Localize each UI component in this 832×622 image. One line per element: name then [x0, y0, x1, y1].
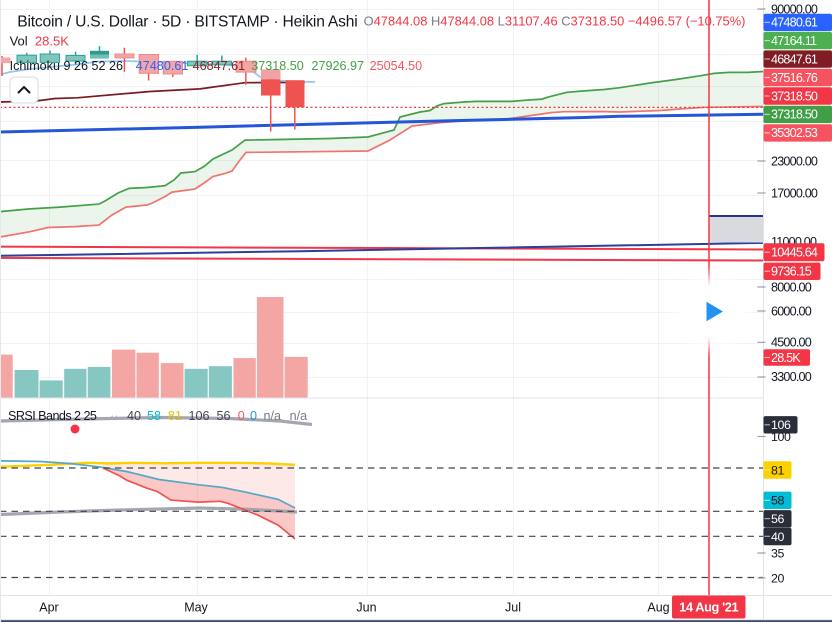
svg-text:56: 56	[217, 409, 231, 423]
svg-text:0: 0	[250, 409, 257, 423]
svg-text:17000.00: 17000.00	[771, 186, 818, 200]
svg-text:23000.00: 23000.00	[771, 154, 818, 168]
svg-text:Bitcoin / U.S. Dollar · 5D · B: Bitcoin / U.S. Dollar · 5D · BITSTAMP · …	[17, 14, 357, 31]
svg-text:58: 58	[771, 494, 784, 508]
svg-text:··: ··	[110, 409, 118, 423]
svg-text:35: 35	[771, 546, 784, 560]
svg-text:37516.76: 37516.76	[771, 71, 818, 85]
svg-text:Ichimoku 9 26 52 26: Ichimoku 9 26 52 26	[10, 59, 123, 73]
svg-text:37318.50: 37318.50	[771, 89, 818, 103]
svg-text:47480.61: 47480.61	[136, 59, 189, 73]
svg-text:100: 100	[771, 430, 791, 444]
svg-text:8000.00: 8000.00	[771, 280, 812, 294]
svg-text:Apr: Apr	[39, 601, 58, 615]
svg-text:40: 40	[127, 409, 141, 423]
svg-text:37318.50: 37318.50	[251, 59, 304, 73]
svg-text:58: 58	[147, 409, 161, 423]
svg-text:106: 106	[771, 418, 791, 432]
svg-text:37318.50: 37318.50	[771, 108, 818, 122]
svg-text:9736.15: 9736.15	[771, 265, 812, 279]
svg-text:O47844.08 H47844.08 L31107.46: O47844.08 H47844.08 L31107.46 C37318.50 …	[364, 14, 746, 29]
svg-text:20: 20	[771, 571, 784, 585]
svg-text:56: 56	[771, 512, 784, 526]
svg-text:n/a: n/a	[290, 409, 308, 423]
svg-text:May: May	[184, 601, 208, 615]
svg-text:81: 81	[771, 463, 784, 477]
svg-text:25054.50: 25054.50	[370, 59, 423, 73]
svg-text:3300.00: 3300.00	[771, 370, 812, 384]
svg-text:81: 81	[168, 409, 182, 423]
svg-text:27926.97: 27926.97	[312, 59, 365, 73]
svg-text:14 Aug '21: 14 Aug '21	[679, 600, 738, 615]
svg-text:90000.00: 90000.00	[771, 2, 818, 16]
svg-text:40: 40	[771, 530, 784, 544]
svg-text:28.5K: 28.5K	[771, 351, 801, 365]
svg-text:Vol: Vol	[10, 34, 28, 49]
svg-text:10445.64: 10445.64	[771, 246, 818, 260]
svg-text:SRSI Bands 2 25: SRSI Bands 2 25	[8, 409, 97, 423]
svg-text:Jul: Jul	[505, 601, 521, 615]
svg-text:4500.00: 4500.00	[771, 336, 812, 350]
svg-text:6000.00: 6000.00	[771, 304, 812, 318]
svg-text:28.5K: 28.5K	[35, 34, 69, 49]
svg-text:Jun: Jun	[356, 601, 376, 615]
svg-text:46847.61: 46847.61	[771, 52, 818, 66]
svg-text:47164.11: 47164.11	[771, 34, 817, 48]
svg-text:n/a: n/a	[264, 409, 282, 423]
svg-text:46847.61: 46847.61	[193, 59, 246, 73]
svg-text:Aug: Aug	[647, 601, 669, 615]
svg-text:0: 0	[238, 409, 245, 423]
svg-text:106: 106	[189, 409, 210, 423]
svg-text:47480.61: 47480.61	[771, 16, 818, 30]
svg-text:35302.53: 35302.53	[771, 126, 818, 140]
